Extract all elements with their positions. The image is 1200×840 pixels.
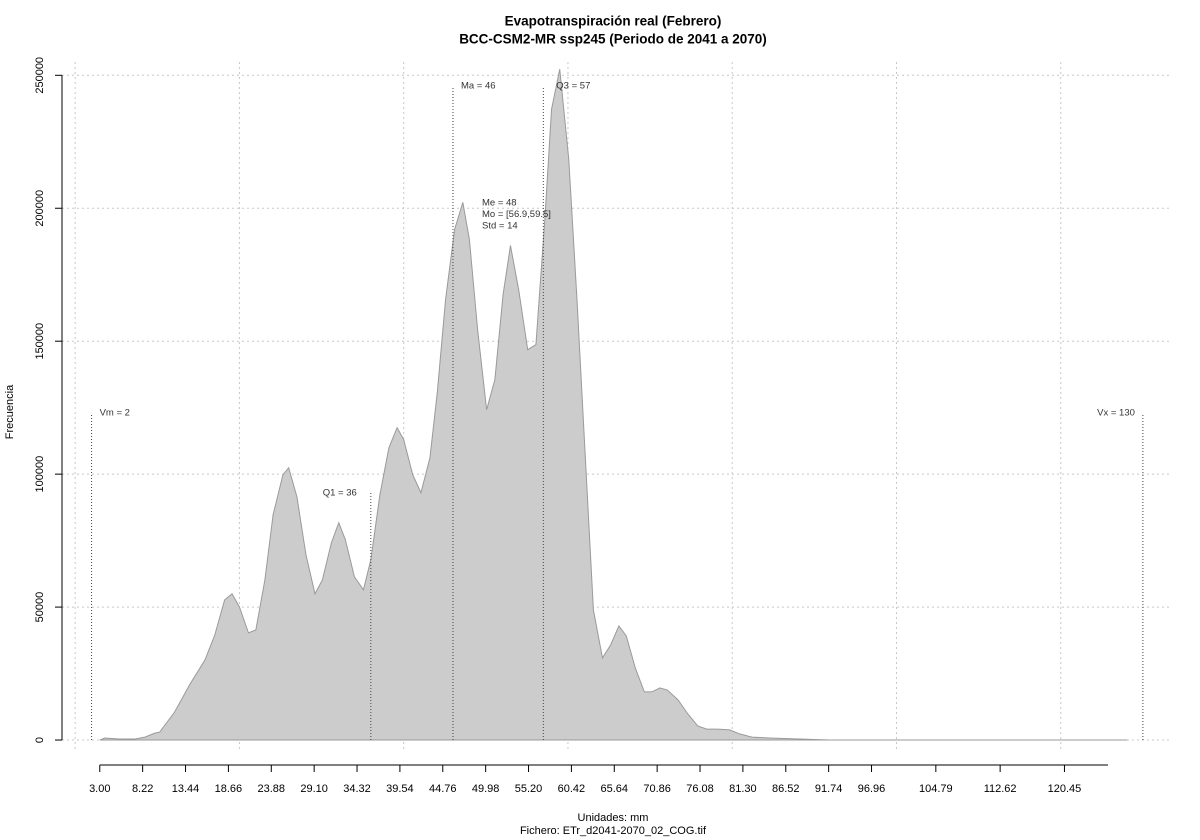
y-tick-label: 0 [34, 737, 46, 743]
annotation-label: Vm = 2 [100, 408, 130, 419]
x-tick-label: 104.79 [919, 783, 953, 795]
x-tick-label: 81.30 [729, 783, 757, 795]
x-tick-label: 39.54 [386, 783, 414, 795]
x-tick-label: 49.98 [472, 783, 500, 795]
x-tick-label: 120.45 [1048, 783, 1082, 795]
x-tick-label: 18.66 [215, 783, 243, 795]
x-tick-label: 34.32 [343, 783, 371, 795]
y-tick-label: 200000 [34, 190, 46, 227]
y-tick-label: 150000 [34, 323, 46, 360]
y-axis-label: Frecuencia [4, 384, 16, 439]
y-tick-label: 50000 [34, 592, 46, 623]
y-tick-label: 100000 [34, 456, 46, 493]
x-tick-label: 23.88 [258, 783, 286, 795]
x-tick-label: 91.74 [815, 783, 843, 795]
x-tick-label: 112.62 [984, 783, 1017, 795]
chart-subtitle: BCC-CSM2-MR ssp245 (Periodo de 2041 a 20… [459, 32, 767, 47]
x-tick-label: 8.22 [132, 783, 153, 795]
chart-title: Evapotranspiración real (Febrero) [505, 14, 722, 29]
x-tick-label: 65.64 [601, 783, 629, 795]
annotation-label: Vx = 130 [1097, 408, 1135, 419]
x-tick-label: 96.96 [858, 783, 886, 795]
x-tick-label: 13.44 [172, 783, 200, 795]
x-tick-label: 76.08 [686, 783, 714, 795]
x-tick-label: 44.76 [429, 783, 457, 795]
x-tick-label: 70.86 [643, 783, 671, 795]
annotation-label: Q1 = 36 [323, 488, 357, 499]
stats-text: Mo = [56.9,59.5] [482, 209, 551, 220]
caption: Fichero: ETr_d2041-2070_02_COG.tif [520, 825, 707, 837]
y-tick-label: 250000 [34, 57, 46, 94]
annotation-label: Q3 = 57 [556, 81, 590, 92]
stats-text: Me = 48 [482, 198, 517, 209]
x-tick-label: 86.52 [772, 783, 800, 795]
x-tick-label: 60.42 [558, 783, 586, 795]
stats-text: Std = 14 [482, 221, 518, 232]
x-tick-label: 55.20 [515, 783, 543, 795]
x-tick-label: 29.10 [300, 783, 328, 795]
x-tick-label: 3.00 [89, 783, 110, 795]
annotation-label: Ma = 46 [461, 81, 496, 92]
x-axis-label: Unidades: mm [578, 812, 649, 824]
area [99, 69, 1128, 741]
